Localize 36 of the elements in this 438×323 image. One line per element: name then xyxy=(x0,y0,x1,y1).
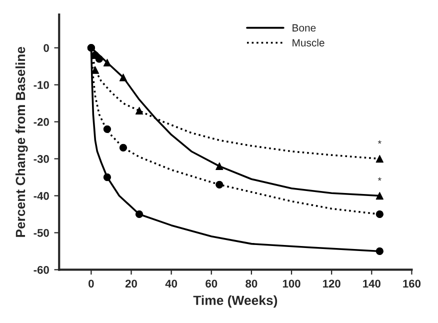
point xyxy=(119,74,128,82)
point xyxy=(103,58,112,66)
x-tick-label: 60 xyxy=(206,280,218,288)
x-tick-label: 40 xyxy=(165,280,178,288)
point xyxy=(376,192,384,200)
point xyxy=(103,173,112,182)
x-tick-label: 140 xyxy=(363,280,380,288)
x-tick-label: 80 xyxy=(246,280,258,288)
x-tick-label: 120 xyxy=(323,280,340,288)
point xyxy=(376,247,384,256)
y-tick-label: -60 xyxy=(34,266,49,274)
data-label: * xyxy=(378,177,382,181)
y-tick-label: -40 xyxy=(34,192,49,200)
legend-label: Bone xyxy=(292,24,316,32)
x-tick-label: 160 xyxy=(403,280,421,288)
point xyxy=(119,144,128,152)
y-tick-label: 0 xyxy=(44,44,49,52)
point xyxy=(216,180,224,188)
point xyxy=(376,210,384,218)
y-tick-label: -20 xyxy=(34,118,49,126)
y-tick-label: -10 xyxy=(34,81,49,89)
point xyxy=(103,125,112,134)
data-label: * xyxy=(378,140,382,144)
x-tick-label: 100 xyxy=(282,280,300,288)
point xyxy=(216,162,224,170)
legend-label: Muscle xyxy=(292,38,324,46)
x-axis-title: Time (Weeks) xyxy=(193,295,278,308)
y-tick-label: -50 xyxy=(34,228,49,237)
x-tick-label: 0 xyxy=(88,280,94,288)
point xyxy=(135,106,144,115)
y-axis-title: Percent Change from Baseline xyxy=(15,46,28,237)
x-tick-label: 20 xyxy=(125,280,137,288)
point xyxy=(376,154,384,163)
point xyxy=(135,210,144,218)
point xyxy=(95,55,104,63)
y-tick-label: -30 xyxy=(34,155,49,163)
